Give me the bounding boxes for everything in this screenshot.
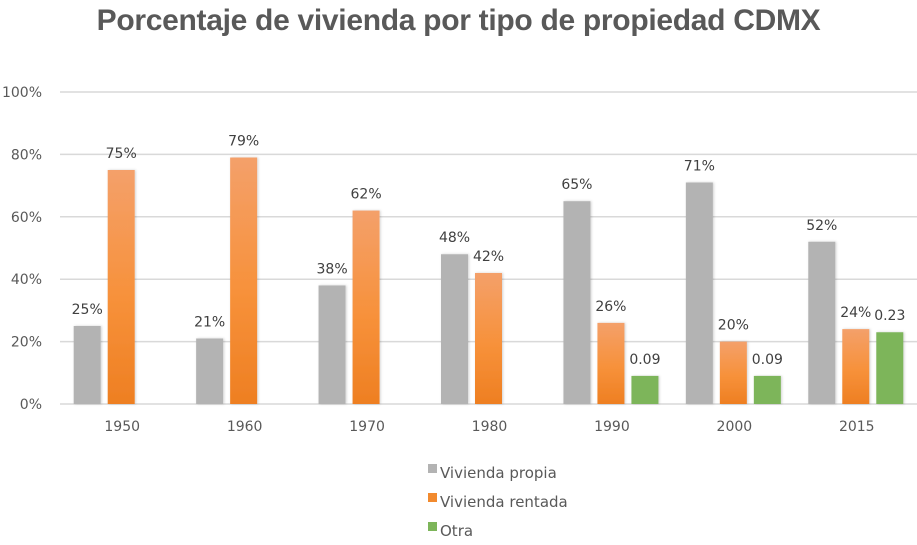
- bar-otra-2000[interactable]: [753, 375, 781, 404]
- legend-label: Vivienda propia: [440, 463, 557, 482]
- y-tick-label: 60%: [11, 210, 42, 226]
- bar-otra-2015[interactable]: [876, 332, 904, 404]
- data-label: 24%: [840, 305, 871, 321]
- data-label: 42%: [473, 249, 504, 265]
- data-labels: 25% 75% 21% 79% 38% 62% 48%42% 65% 26% 0.09 71% 20%…: [72, 134, 906, 368]
- data-label: 65%: [561, 177, 592, 193]
- data-label: 0.23: [874, 308, 905, 324]
- bar-vivienda-propia-1960[interactable]: [196, 338, 224, 404]
- bar-otra-1990[interactable]: [631, 375, 659, 404]
- y-axis-ticks: 0% 20% 40% 60% 80% 100%: [2, 85, 42, 413]
- legend: Vivienda propia Vivienda rentada Otra: [428, 458, 568, 545]
- legend-item-vivienda-rentada[interactable]: Vivienda rentada: [428, 487, 568, 516]
- data-label: 0.09: [752, 352, 783, 368]
- legend-label: Vivienda rentada: [440, 492, 568, 511]
- bar-vivienda-rentada-1960[interactable]: [230, 157, 258, 404]
- data-label: 52%: [806, 218, 837, 234]
- x-tick-label: 1980: [472, 419, 508, 435]
- x-tick-label: 1950: [104, 419, 140, 435]
- x-tick-label: 1990: [594, 419, 630, 435]
- x-tick-label: 2015: [839, 419, 875, 435]
- data-label: 26%: [595, 299, 626, 315]
- bar-vivienda-rentada-2015[interactable]: [842, 329, 870, 404]
- y-tick-label: 0%: [20, 397, 42, 413]
- legend-swatch-vivienda-rentada: [428, 493, 437, 502]
- data-label: 38%: [317, 261, 348, 277]
- bar-vivienda-rentada-1990[interactable]: [597, 322, 625, 404]
- bar-vivienda-rentada-1980[interactable]: [475, 272, 502, 404]
- legend-label: Otra: [440, 521, 474, 540]
- data-label: 20%: [718, 318, 749, 334]
- y-tick-label: 100%: [2, 85, 42, 101]
- chart-title: Porcentaje de vivienda por tipo de propi…: [96, 4, 821, 37]
- data-label: 0.09: [629, 352, 660, 368]
- x-axis-ticks: 1950 1960 1970 1980 1990 2000 2015: [104, 419, 874, 435]
- data-label: 62%: [351, 187, 382, 203]
- bar-vivienda-propia-2000[interactable]: [685, 182, 713, 404]
- x-tick-label: 1960: [227, 419, 263, 435]
- legend-item-otra[interactable]: Otra: [428, 516, 568, 545]
- data-label: 48%: [439, 230, 470, 246]
- data-label: 21%: [194, 314, 225, 330]
- data-label: 25%: [72, 302, 103, 318]
- bar-vivienda-propia-1970[interactable]: [318, 285, 346, 404]
- data-label: 75%: [106, 146, 137, 162]
- data-label: 71%: [684, 158, 715, 174]
- bar-vivienda-rentada-1970[interactable]: [352, 210, 380, 404]
- bar-vivienda-propia-1980[interactable]: [441, 254, 468, 404]
- bar-vivienda-propia-1950[interactable]: [73, 326, 101, 404]
- bar-vivienda-propia-1990[interactable]: [563, 201, 591, 404]
- y-tick-label: 40%: [11, 272, 42, 288]
- x-tick-label: 2000: [717, 419, 753, 435]
- x-tick-label: 1970: [349, 419, 385, 435]
- data-label: 79%: [228, 134, 259, 150]
- legend-item-vivienda-propia[interactable]: Vivienda propia: [428, 458, 568, 487]
- legend-swatch-otra: [428, 522, 437, 531]
- y-tick-label: 80%: [11, 147, 42, 163]
- bar-vivienda-rentada-1950[interactable]: [107, 170, 135, 404]
- legend-swatch-vivienda-propia: [428, 464, 437, 473]
- bars: [73, 157, 904, 404]
- y-tick-label: 20%: [11, 335, 42, 351]
- bar-vivienda-propia-2015[interactable]: [808, 241, 836, 404]
- bar-vivienda-rentada-2000[interactable]: [719, 341, 747, 404]
